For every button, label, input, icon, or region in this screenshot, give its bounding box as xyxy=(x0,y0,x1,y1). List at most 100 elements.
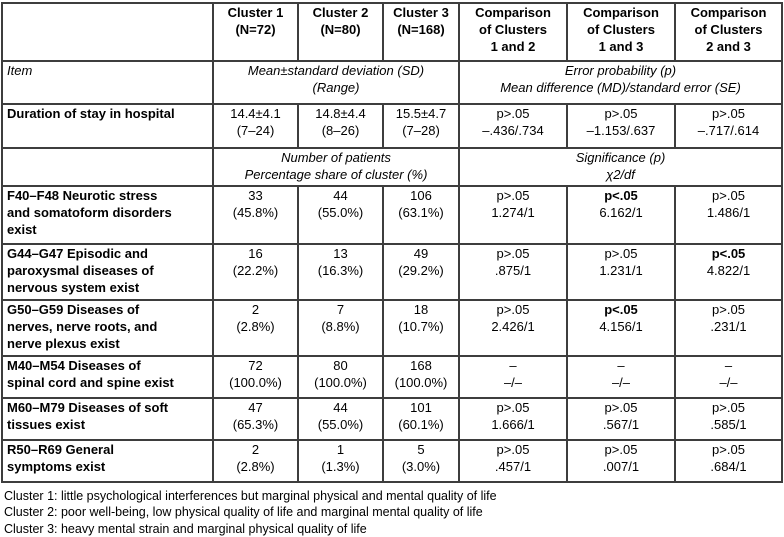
stat-value: 1.666/1 xyxy=(491,416,535,432)
stat-value: .585/1 xyxy=(710,416,747,432)
comparison-cell: p>.05.567/1 xyxy=(566,396,676,441)
value-cell: 7 (8.8%) xyxy=(297,298,384,357)
comparison-cell: p>.05 1.231/1 xyxy=(566,242,676,301)
stat-value: .007/1 xyxy=(602,458,640,474)
p-value: – xyxy=(724,357,733,373)
comparison-cell: p>.05 2.426/1 xyxy=(458,298,568,357)
value-cell: 47 (65.3%) xyxy=(212,396,299,441)
value-cell: 1 (1.3%) xyxy=(297,438,384,483)
stat-value: 1.486/1 xyxy=(706,204,751,220)
value-cell: 101 (60.1%) xyxy=(382,396,460,441)
error-probability-label-cell: Error probability (p) Mean difference (M… xyxy=(458,60,783,105)
row-label-m40-m54: M40–M54 Diseases of spinal cord and spin… xyxy=(1,354,214,399)
p-value: p>.05 xyxy=(496,245,530,261)
stat-value: .567/1 xyxy=(602,416,640,432)
significance-label-cell: Significance (p) χ2/df xyxy=(458,147,783,187)
stat-value: .231/1 xyxy=(710,318,747,334)
comparison-cell: p>.05.007/1 xyxy=(566,438,676,483)
comparison-cell: p>.05 –1.153/.637 xyxy=(566,103,676,149)
p-value: p>.05 xyxy=(712,399,745,415)
value-cell: 2 (2.8%) xyxy=(212,298,299,357)
comparison-cell: p<.05 4.156/1 xyxy=(566,298,676,357)
value-cell: 44 (55.0%) xyxy=(297,396,384,441)
comparison-cell: p>.05.684/1 xyxy=(674,438,783,483)
p-value: p>.05 xyxy=(496,441,530,457)
footnote-cluster-2: Cluster 2: poor well-being, low physical… xyxy=(4,505,483,520)
mean-sd-label-cell: Mean±standard deviation (SD) (Range) xyxy=(212,60,460,105)
table-footnotes: Cluster 1: little psychological interfer… xyxy=(4,488,784,537)
row-label-duration: Duration of stay in hospital xyxy=(1,103,214,149)
comparison-cell: p<.05 4.822/1 xyxy=(674,242,783,301)
value-cell: 16 (22.2%) xyxy=(212,242,299,301)
empty-cell xyxy=(1,147,214,187)
table-row: G50–G59 Diseases of nerves, nerve roots,… xyxy=(1,298,783,357)
column-header-comparison-1-3: Comparison of Clusters 1 and 3 xyxy=(566,2,676,62)
column-header-cluster-1: Cluster 1 (N=72) xyxy=(212,2,299,62)
stat-value: .457/1 xyxy=(494,458,532,474)
p-value: p>.05 xyxy=(712,187,745,203)
comparison-cell: p<.05 6.162/1 xyxy=(566,184,676,245)
subheader-row-counts: Number of patients Percentage share of c… xyxy=(1,147,783,187)
table-header-row: Cluster 1 (N=72) Cluster 2 (N=80) Cluste… xyxy=(1,2,783,62)
p-value: p>.05 xyxy=(496,106,530,121)
stat-value: 4.156/1 xyxy=(599,318,643,334)
comparison-cell: p>.05.457/1 xyxy=(458,438,568,483)
table-row: M40–M54 Diseases of spinal cord and spin… xyxy=(1,354,783,399)
stat-value: 2.426/1 xyxy=(491,318,535,334)
comparison-cell: p>.05 1.666/1 xyxy=(458,396,568,441)
column-header-cluster-3: Cluster 3 (N=168) xyxy=(382,2,460,62)
p-value: p>.05 xyxy=(604,106,638,121)
p-value: p>.05 xyxy=(604,441,638,457)
value-cell: 13 (16.3%) xyxy=(297,242,384,301)
value-cell: 5 (3.0%) xyxy=(382,438,460,483)
row-label-r50-r69: R50–R69 General symptoms exist xyxy=(1,438,214,483)
number-of-patients-label-cell: Number of patients Percentage share of c… xyxy=(212,147,460,187)
column-header-comparison-1-2: Comparison of Clusters 1 and 2 xyxy=(458,2,568,62)
corner-cell xyxy=(1,2,214,62)
comparison-cell: p>.05 –.436/.734 xyxy=(458,103,568,149)
comparison-cell: – –/– xyxy=(566,354,676,399)
table-row: M60–M79 Diseases of soft tissues exist 4… xyxy=(1,396,783,441)
p-value: p>.05 xyxy=(604,245,638,261)
p-value: p>.05 xyxy=(712,301,745,317)
p-value: p<.05 xyxy=(604,301,638,317)
p-value: p<.05 xyxy=(711,245,746,261)
value-cell: 106 (63.1%) xyxy=(382,184,460,245)
stat-value: –.717/.614 xyxy=(697,122,760,138)
p-value: p<.05 xyxy=(604,187,638,203)
stat-value: .684/1 xyxy=(710,458,747,474)
value-cell: 14.8±4.4 (8–26) xyxy=(297,103,384,149)
cluster-comparison-table: Cluster 1 (N=72) Cluster 2 (N=80) Cluste… xyxy=(1,2,783,483)
stat-value: 1.274/1 xyxy=(491,204,535,220)
row-label-m60-m79: M60–M79 Diseases of soft tissues exist xyxy=(1,396,214,441)
stat-value: 6.162/1 xyxy=(599,204,643,220)
row-label-f40-f48: F40–F48 Neurotic stress and somatoform d… xyxy=(1,184,214,245)
p-value: p>.05 xyxy=(496,187,530,203)
stat-value: –/– xyxy=(503,374,523,390)
comparison-cell: p>.05 –.717/.614 xyxy=(674,103,783,149)
value-cell: 49 (29.2%) xyxy=(382,242,460,301)
stat-value: –/– xyxy=(719,374,738,390)
stat-value: .875/1 xyxy=(494,262,532,278)
stat-value: 1.231/1 xyxy=(599,262,643,278)
value-cell: 168 (100.0%) xyxy=(382,354,460,399)
value-cell: 18 (10.7%) xyxy=(382,298,460,357)
row-label-g50-g59: G50–G59 Diseases of nerves, nerve roots,… xyxy=(1,298,214,357)
subheader-row-mean: Item Mean±standard deviation (SD) (Range… xyxy=(1,60,783,105)
comparison-cell: p>.05.231/1 xyxy=(674,298,783,357)
comparison-cell: p>.05.585/1 xyxy=(674,396,783,441)
p-value: p>.05 xyxy=(712,106,745,121)
p-value: p>.05 xyxy=(712,441,745,457)
footnote-cluster-1: Cluster 1: little psychological interfer… xyxy=(4,488,497,503)
value-cell: 14.4±4.1 (7–24) xyxy=(212,103,299,149)
table-row: R50–R69 General symptoms exist 2 (2.8%) … xyxy=(1,438,783,483)
value-cell: 44 (55.0%) xyxy=(297,184,384,245)
value-cell: 2 (2.8%) xyxy=(212,438,299,483)
comparison-cell: – –/– xyxy=(458,354,568,399)
p-value: – xyxy=(509,357,517,373)
row-label-g44-g47: G44–G47 Episodic and paroxysmal diseases… xyxy=(1,242,214,301)
stat-value: 4.822/1 xyxy=(706,262,751,278)
comparison-cell: p>.05 1.486/1 xyxy=(674,184,783,245)
value-cell: 72 (100.0%) xyxy=(212,354,299,399)
stat-value: –1.153/.637 xyxy=(586,122,656,138)
